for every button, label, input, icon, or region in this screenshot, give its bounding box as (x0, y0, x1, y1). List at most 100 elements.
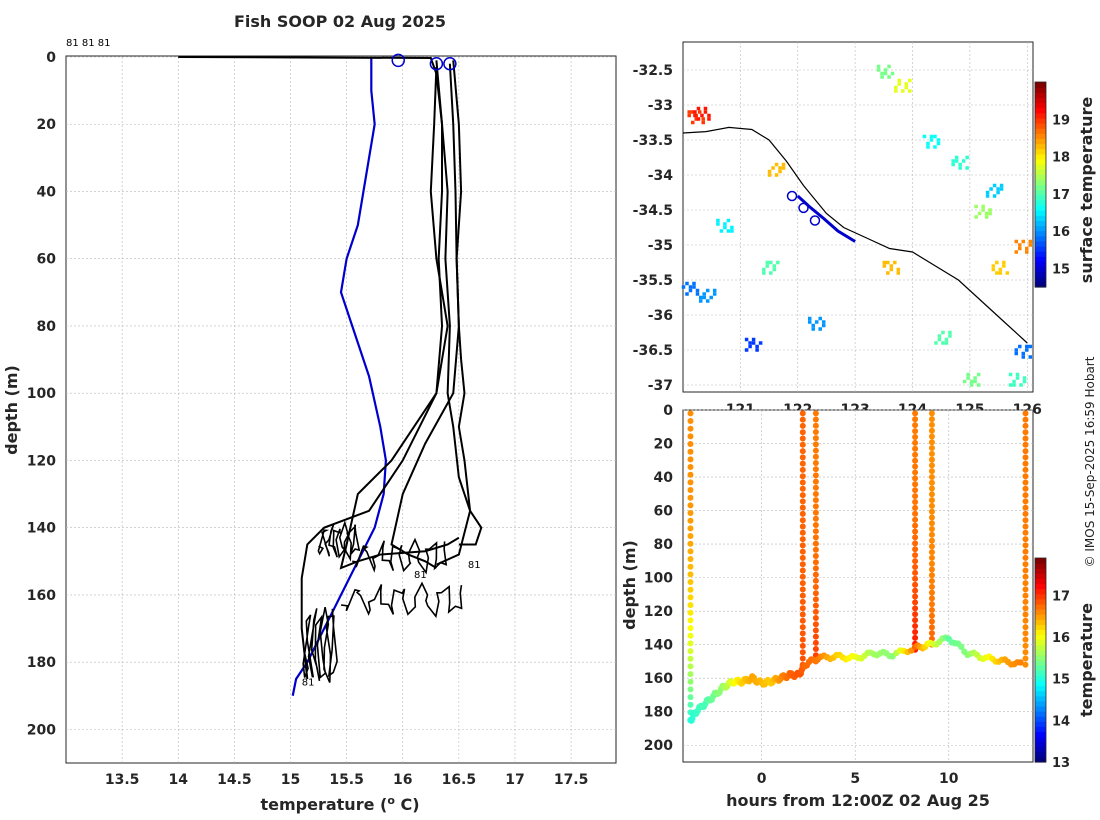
colorbar-tick-label: 14 (1052, 714, 1070, 729)
section-point (928, 554, 935, 561)
sst-pixel (693, 110, 697, 114)
sst-pixel (772, 264, 777, 268)
section-point (687, 617, 694, 624)
sst-pixel (1022, 379, 1027, 384)
sst-pixel (893, 260, 897, 265)
colorbar-segment (1035, 614, 1046, 620)
section-point (1022, 448, 1029, 455)
section-point (1022, 504, 1029, 511)
sst-pixel (1002, 260, 1006, 265)
section-point (928, 543, 935, 550)
section-y-tick-label: 40 (654, 470, 674, 486)
section-point (799, 479, 806, 486)
colorbar-tick-label: 17 (1052, 589, 1070, 604)
section-point (928, 497, 935, 504)
section-point (812, 497, 819, 504)
sst-pixel (896, 267, 901, 272)
colorbar-segment (1035, 102, 1046, 109)
colorbar-segment (1035, 649, 1046, 656)
section-point (912, 540, 919, 547)
y-tick-label: 60 (37, 252, 57, 268)
sst-pixel (703, 106, 708, 111)
sst-pixel (933, 145, 937, 149)
y-tick-label: 80 (37, 319, 57, 335)
colorbar-segment (1035, 751, 1046, 758)
section-point (812, 503, 819, 510)
section-point (687, 433, 694, 440)
section-point (799, 617, 806, 624)
section-y-tick-label: 100 (644, 571, 673, 587)
sst-pixel (933, 134, 937, 139)
x-tick-label: 13.5 (105, 772, 140, 788)
sst-pixel (818, 316, 822, 321)
sst-pixel (926, 145, 930, 149)
section-point (812, 621, 819, 628)
sst-pixel (769, 271, 773, 275)
sst-pixel (951, 162, 955, 167)
section-point (799, 655, 806, 662)
section-point (687, 556, 694, 563)
sst-pixel (693, 113, 697, 118)
colorbar-segment (1035, 690, 1046, 697)
colorbar-segment (1035, 240, 1046, 247)
sst-pixel (985, 190, 990, 195)
sst-pixel (908, 78, 912, 83)
sst-pixel (944, 341, 949, 345)
section-point (687, 594, 694, 601)
map-y-tick-label: -36 (648, 308, 673, 324)
section-point (687, 510, 694, 517)
colorbar-segment (1035, 133, 1046, 139)
section-point (799, 605, 806, 612)
section-point (1022, 473, 1029, 480)
cast-tangle-1 (317, 520, 361, 562)
section-point (912, 439, 919, 446)
sst-pixel (1008, 383, 1013, 387)
section-point (912, 410, 919, 417)
section-point (812, 422, 819, 429)
colorbar-segment (1035, 276, 1046, 283)
section-point (812, 540, 819, 547)
section-point (1022, 605, 1029, 612)
section-point (812, 447, 819, 454)
colorbar-segment (1035, 619, 1046, 625)
cast-line-3 (390, 60, 463, 569)
x-tick-label: 17.5 (554, 772, 589, 788)
cast-line-2 (435, 63, 472, 566)
section-point (928, 606, 935, 613)
sst-colorbar-label: surface temperature (1077, 97, 1096, 284)
credit-text: © IMOS 15-Sep-2025 16:59 Hobart (1083, 356, 1097, 567)
section-point (928, 473, 935, 480)
section-point (799, 485, 806, 492)
section-point (687, 571, 694, 578)
colorbar-segment (1035, 164, 1046, 170)
section-point (912, 463, 919, 470)
section-point (928, 445, 935, 452)
section-x-axis-label: hours from 12:00Z 02 Aug 25 (726, 791, 990, 810)
section-y-tick-label: 140 (644, 638, 673, 654)
section-point (1022, 611, 1029, 618)
map-y-tick-label: -37 (648, 378, 673, 394)
section-point (928, 427, 935, 434)
section-point (1022, 598, 1029, 605)
section-y-tick-label: 180 (644, 705, 673, 721)
sst-pixel (705, 288, 710, 293)
colorbar-tick-label: 17 (1052, 188, 1070, 203)
sst-pixel (966, 376, 970, 380)
section-point (812, 559, 819, 566)
sst-pixel (991, 264, 996, 268)
colorbar-segment (1035, 271, 1046, 278)
sst-pixel (767, 173, 772, 177)
sst-pixel (776, 260, 780, 265)
y-tick-label: 140 (27, 521, 56, 537)
section-point (812, 608, 819, 615)
colorbar-segment (1035, 107, 1046, 114)
section-point (687, 448, 694, 455)
sst-pixel (1015, 372, 1020, 377)
sst-pixel (700, 113, 704, 118)
section-point (1022, 517, 1029, 524)
colorbar-segment (1035, 746, 1046, 753)
section-y-tick-label: 120 (644, 604, 673, 620)
chart-title: Fish SOOP 02 Aug 2025 (234, 12, 446, 31)
sst-pixel (896, 271, 901, 275)
section-point (928, 578, 935, 585)
